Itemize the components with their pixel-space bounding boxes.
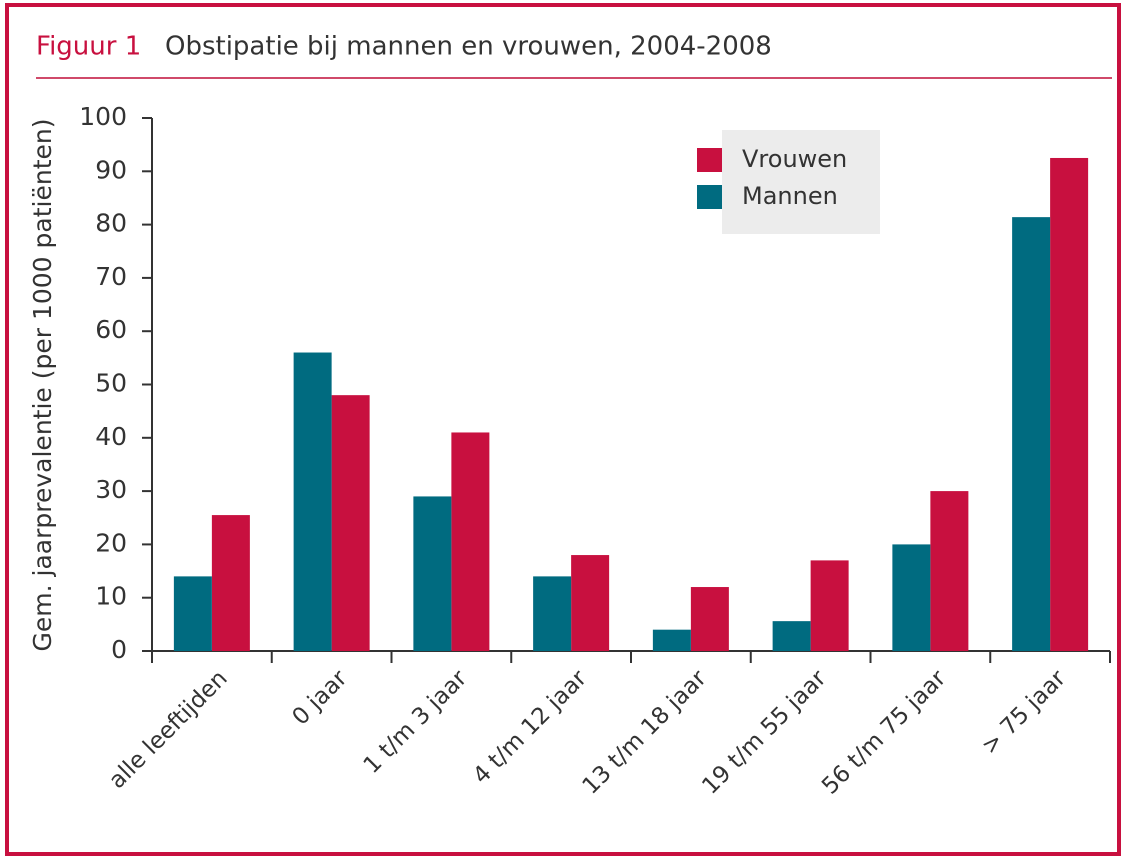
bar	[652, 629, 691, 651]
bar	[930, 491, 969, 651]
x-tick-label: > 75 jaar	[977, 665, 1072, 760]
x-tick-label: 56 t/m 75 jaar	[817, 665, 952, 800]
x-tick-label: 4 t/m 12 jaar	[468, 665, 592, 789]
bar	[690, 587, 729, 651]
y-tick-label: 50	[95, 369, 127, 398]
x-tick-label: 1 t/m 3 jaar	[359, 665, 473, 779]
bar	[173, 576, 212, 651]
bar	[810, 560, 849, 651]
bar	[413, 496, 452, 651]
legend-swatch	[697, 148, 722, 172]
y-tick-label: 80	[95, 209, 127, 238]
y-tick-label: 90	[95, 155, 127, 184]
y-tick-label: 100	[79, 102, 127, 131]
bar	[1050, 157, 1089, 651]
legend-label: Vrouwen	[742, 145, 847, 173]
y-tick-label: 30	[95, 475, 127, 504]
bar	[451, 432, 490, 651]
bar	[533, 576, 572, 651]
bar	[293, 352, 332, 651]
figure-label: Figuur 1	[36, 32, 141, 62]
bar	[892, 544, 931, 651]
bar	[571, 555, 610, 651]
y-tick-label: 60	[95, 315, 127, 344]
x-tick-label: 13 t/m 18 jaar	[578, 665, 713, 800]
legend-box	[722, 130, 880, 234]
bar	[331, 395, 370, 651]
y-tick-label: 70	[95, 262, 127, 291]
legend-swatch	[697, 185, 722, 209]
y-tick-label: 40	[95, 422, 127, 451]
bar	[1012, 217, 1051, 651]
x-tick-label: alle leeftijden	[104, 665, 233, 794]
y-tick-label: 0	[111, 635, 127, 664]
x-tick-label: 0 jaar	[287, 665, 352, 730]
x-tick-label: 19 t/m 55 jaar	[697, 665, 832, 800]
legend-label: Mannen	[742, 182, 838, 210]
y-tick-label: 10	[95, 582, 127, 611]
bar	[211, 515, 250, 651]
bar	[772, 621, 811, 651]
frame	[5, 3, 1121, 856]
chart-title: Obstipatie bij mannen en vrouwen, 2004-2…	[165, 32, 772, 62]
y-axis-label: Gem. jaarprevalentie (per 1000 patiënten…	[28, 119, 57, 652]
y-tick-label: 20	[95, 528, 127, 557]
